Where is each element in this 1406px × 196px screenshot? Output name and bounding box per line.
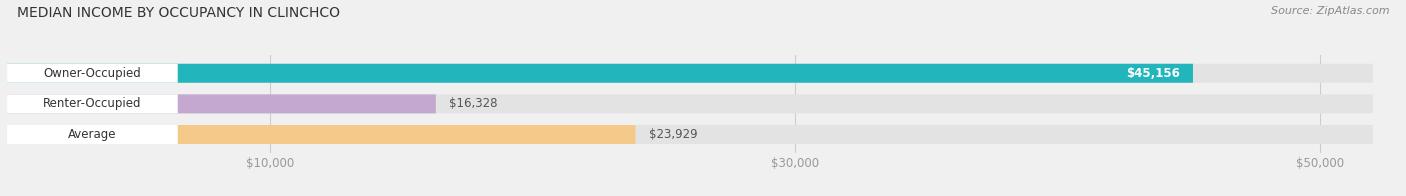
- FancyBboxPatch shape: [7, 94, 1372, 113]
- FancyBboxPatch shape: [7, 94, 177, 113]
- Text: $23,929: $23,929: [648, 128, 697, 141]
- FancyBboxPatch shape: [7, 64, 177, 83]
- FancyBboxPatch shape: [7, 64, 1372, 83]
- Text: Average: Average: [67, 128, 117, 141]
- Text: Source: ZipAtlas.com: Source: ZipAtlas.com: [1271, 6, 1389, 16]
- Text: Owner-Occupied: Owner-Occupied: [44, 67, 141, 80]
- FancyBboxPatch shape: [7, 125, 177, 144]
- FancyBboxPatch shape: [7, 125, 636, 144]
- Text: $16,328: $16,328: [449, 97, 498, 110]
- Text: MEDIAN INCOME BY OCCUPANCY IN CLINCHCO: MEDIAN INCOME BY OCCUPANCY IN CLINCHCO: [17, 6, 340, 20]
- FancyBboxPatch shape: [7, 64, 1192, 83]
- FancyBboxPatch shape: [7, 94, 436, 113]
- FancyBboxPatch shape: [7, 125, 1372, 144]
- Text: Renter-Occupied: Renter-Occupied: [44, 97, 142, 110]
- Text: $45,156: $45,156: [1126, 67, 1180, 80]
